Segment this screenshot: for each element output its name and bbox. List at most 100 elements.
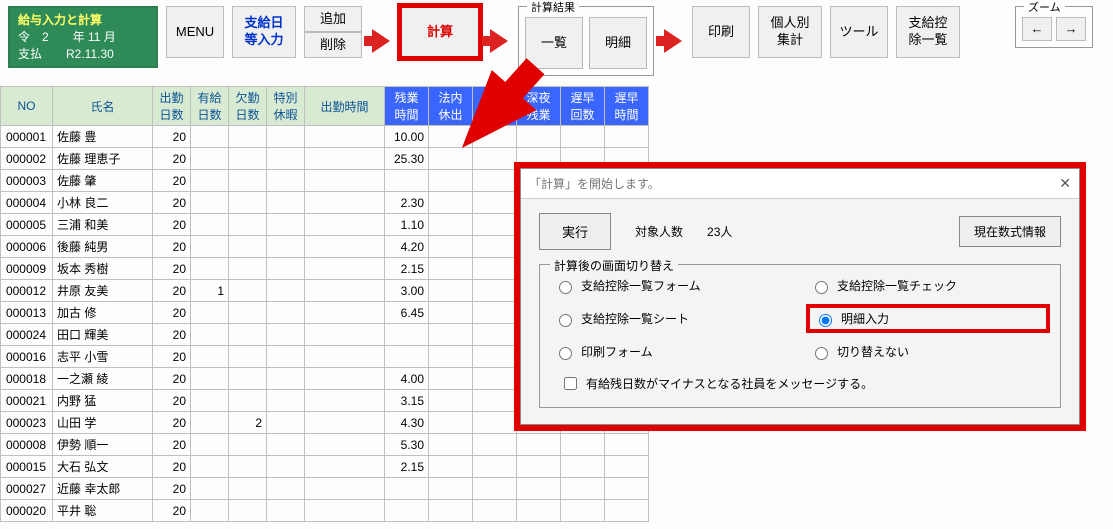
deduct-button[interactable]: 支給控 除一覧 [896,6,960,58]
table-row[interactable]: 000001佐藤 豊2010.00 [1,126,649,148]
cell-attend: 20 [153,126,191,148]
close-icon[interactable]: ✕ [1059,175,1071,192]
calc-dialog: 「計算」を開始します。 ✕ 実行 対象人数 23人 現在数式情報 計算後の画面切… [520,168,1080,425]
col-b4[interactable]: 遅早 回数 [561,87,605,126]
target-label: 対象人数 [635,223,683,240]
period-line: 令 2 年 11 月 [18,29,148,46]
radio-none[interactable]: 切り替えない [810,343,1046,360]
cell-special [267,280,305,302]
cell-paid [191,258,229,280]
cell-no: 000027 [1,478,53,500]
menu-button[interactable]: MENU [166,6,224,58]
cell-paid [191,500,229,522]
col-paid[interactable]: 有給 日数 [191,87,229,126]
cell-paid: 1 [191,280,229,302]
cell-paid [191,126,229,148]
radio-check[interactable]: 支給控除一覧チェック [810,277,1046,294]
cell-attend: 20 [153,390,191,412]
cell-attend: 20 [153,192,191,214]
cell-special [267,412,305,434]
cell-absent [229,148,267,170]
radio-detail-input[interactable]: 明細入力 [810,308,1046,329]
cell-absent [229,236,267,258]
cell-absent [229,500,267,522]
negative-leave-checkbox[interactable]: 有給残日数がマイナスとなる社員をメッセージする。 [554,374,1046,393]
zoom-group: ズーム ← → [1015,6,1093,48]
add-button[interactable]: 追加 [304,6,362,32]
cell-no: 000002 [1,148,53,170]
personal-button[interactable]: 個人別 集計 [758,6,822,58]
cell-no: 000003 [1,170,53,192]
col-worktime[interactable]: 出勤時間 [305,87,385,126]
table-row[interactable]: 000020平井 聡20 [1,500,649,522]
delete-button[interactable]: 削除 [304,32,362,58]
cell-worktime [305,280,385,302]
run-button[interactable]: 実行 [539,213,611,250]
cell-no: 000018 [1,368,53,390]
cell-worktime [305,456,385,478]
radio-print[interactable]: 印刷フォーム [554,343,790,360]
zoom-out-button[interactable]: ← [1022,17,1052,41]
radio-sheet[interactable]: 支給控除一覧シート [554,308,790,329]
cell-name: 田口 輝美 [53,324,153,346]
cell-paid [191,434,229,456]
cell-name: 山田 学 [53,412,153,434]
zoom-in-button[interactable]: → [1056,17,1086,41]
cell-no: 000008 [1,434,53,456]
cell-paid [191,478,229,500]
table-row[interactable]: 000027近藤 幸太郎20 [1,478,649,500]
cell-ot [385,346,429,368]
col-name[interactable]: 氏名 [53,87,153,126]
cell-worktime [305,302,385,324]
result-group: 計算結果 一覧 明細 [518,6,654,76]
cell-special [267,170,305,192]
col-ot[interactable]: 残業 時間 [385,87,429,126]
cell-worktime [305,148,385,170]
cell-special [267,236,305,258]
cell-special [267,456,305,478]
cell-absent [229,346,267,368]
cell-special [267,324,305,346]
calc-button[interactable]: 計算 [400,6,480,58]
col-special[interactable]: 特別 休暇 [267,87,305,126]
arrow-icon [664,29,682,53]
cell-absent [229,126,267,148]
table-row[interactable]: 000008伊勢 順一205.30 [1,434,649,456]
cell-worktime [305,324,385,346]
cell-attend: 20 [153,478,191,500]
cell-attend: 20 [153,346,191,368]
col-no[interactable]: NO [1,87,53,126]
table-row[interactable]: 000002佐藤 理恵子2025.30 [1,148,649,170]
cell-name: 佐藤 肇 [53,170,153,192]
cell-ot [385,170,429,192]
target-value: 23人 [707,223,732,240]
cell-paid [191,390,229,412]
formula-info-button[interactable]: 現在数式情報 [959,216,1061,247]
col-b5[interactable]: 遅早 時間 [605,87,649,126]
arrow-icon [490,29,508,53]
list-button[interactable]: 一覧 [525,17,583,69]
cell-absent [229,434,267,456]
cell-worktime [305,346,385,368]
print-button[interactable]: 印刷 [692,6,750,58]
arrow-icon [372,29,390,53]
radio-form[interactable]: 支給控除一覧フォーム [554,277,790,294]
tool-button[interactable]: ツール [830,6,888,58]
table-row[interactable]: 000015大石 弘文202.15 [1,456,649,478]
col-absent[interactable]: 欠勤 日数 [229,87,267,126]
cell-attend: 20 [153,214,191,236]
pay-input-button[interactable]: 支給日 等入力 [232,6,296,58]
result-label: 計算結果 [527,0,579,15]
col-attend[interactable]: 出勤 日数 [153,87,191,126]
cell-paid [191,148,229,170]
cell-name: 加古 修 [53,302,153,324]
cell-attend: 20 [153,412,191,434]
cell-paid [191,368,229,390]
cell-ot: 6.45 [385,302,429,324]
cell-attend: 20 [153,368,191,390]
cell-name: 大石 弘文 [53,456,153,478]
detail-button[interactable]: 明細 [589,17,647,69]
cell-no: 000021 [1,390,53,412]
cell-no: 000015 [1,456,53,478]
cell-absent [229,324,267,346]
